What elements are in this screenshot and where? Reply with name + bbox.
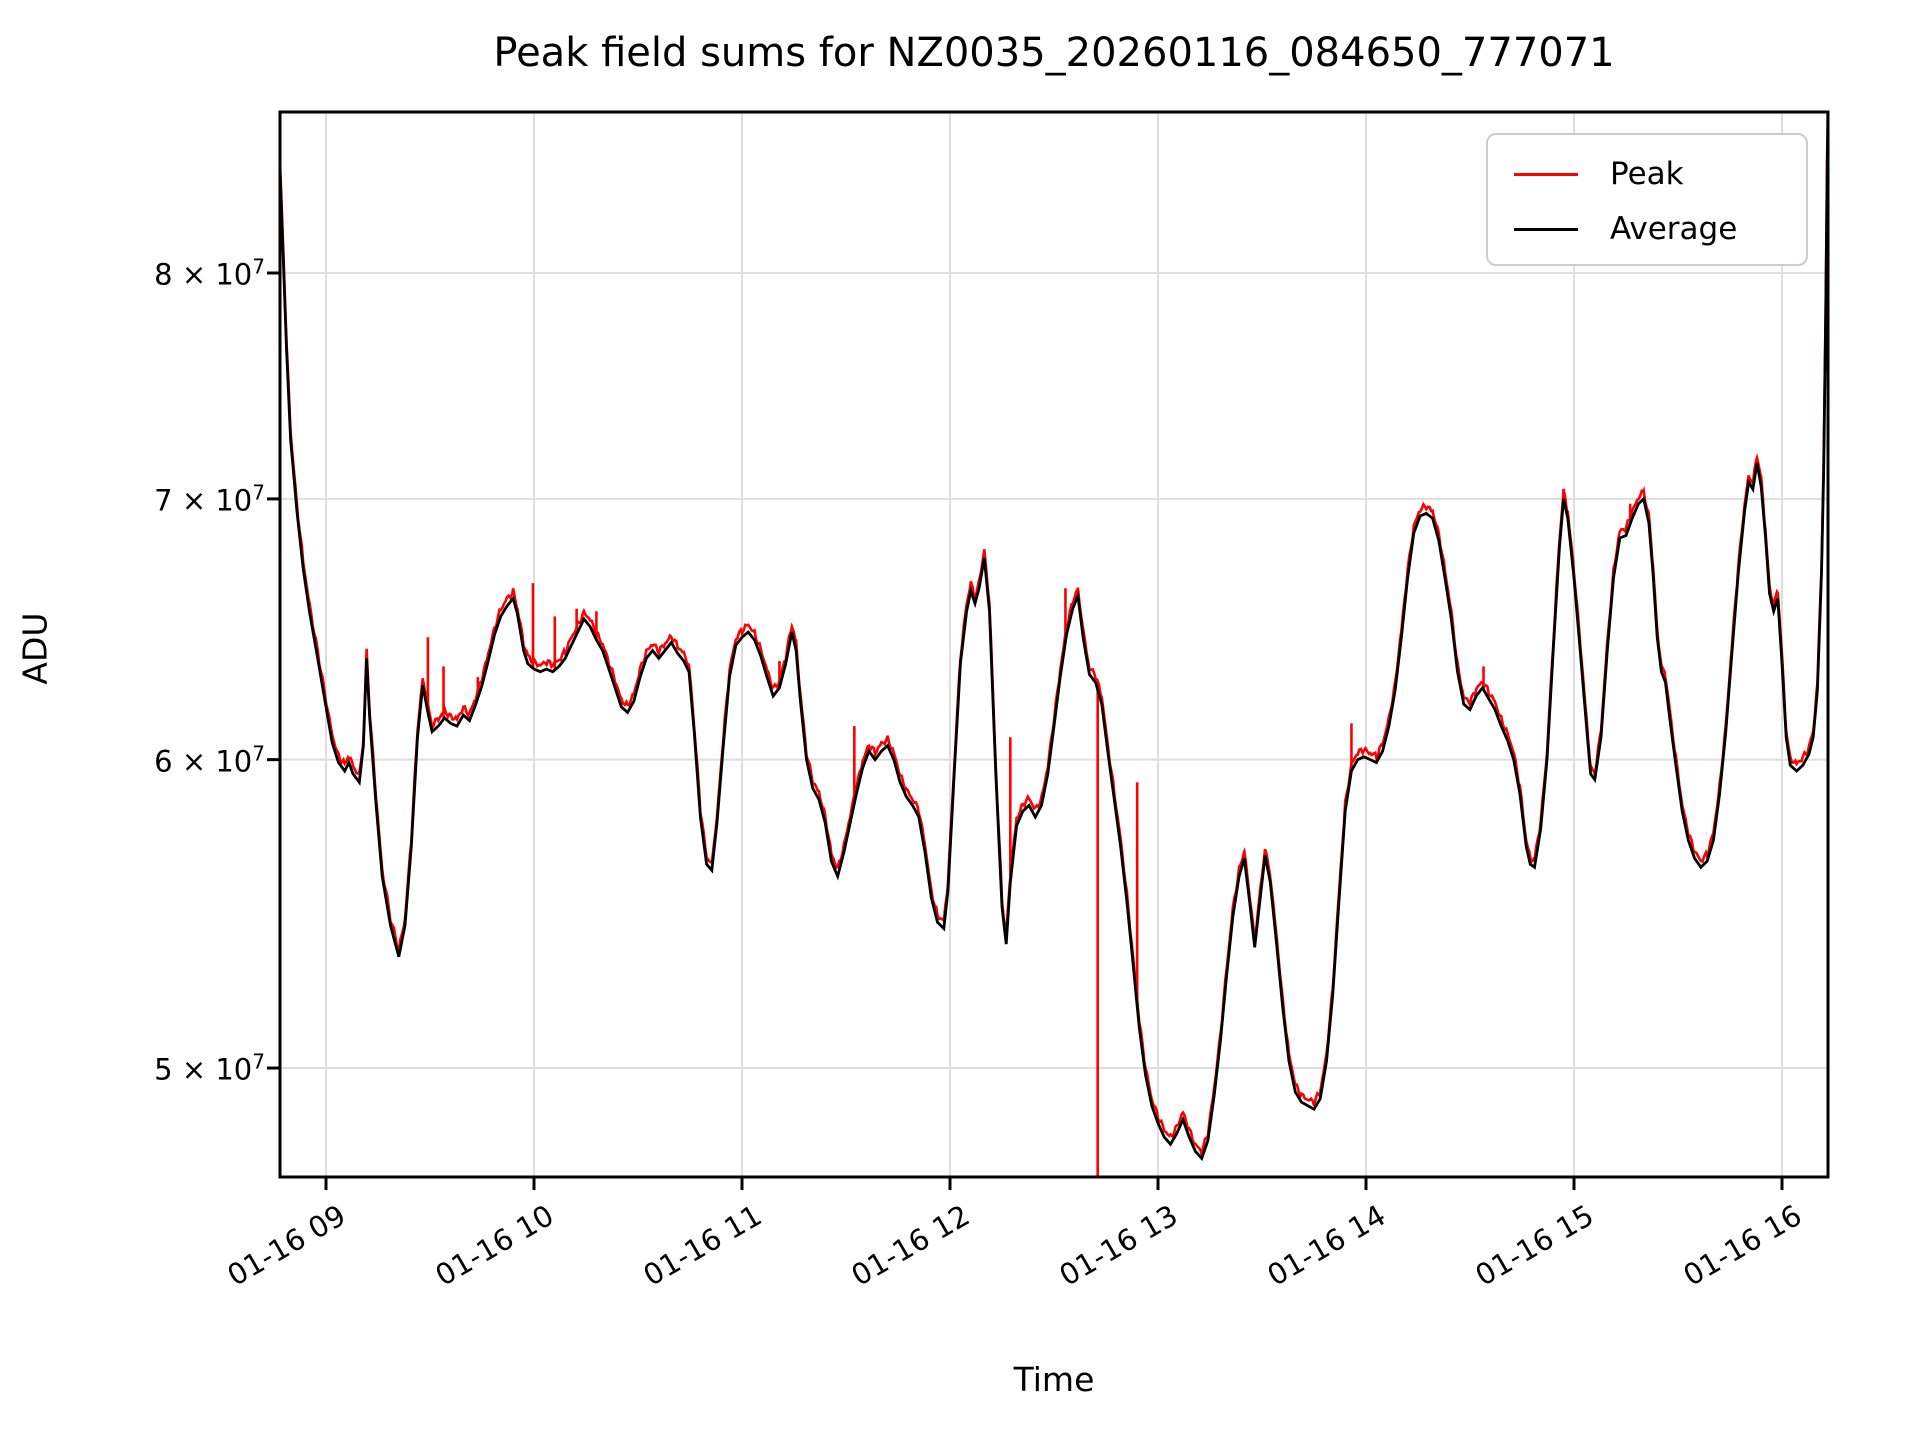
y-tick-label: 7 × 107 bbox=[154, 480, 265, 518]
y-tick-label: 5 × 107 bbox=[154, 1049, 265, 1087]
legend-label-average: Average bbox=[1610, 211, 1738, 247]
legend-label-peak: Peak bbox=[1610, 156, 1684, 192]
y-tick-label: 8 × 107 bbox=[154, 254, 265, 292]
chart-title: Peak field sums for NZ0035_20260116_0846… bbox=[493, 30, 1615, 76]
x-axis-label: Time bbox=[1013, 1360, 1095, 1399]
legend-entry-average: Average bbox=[1488, 201, 1806, 257]
average-line-swatch bbox=[1514, 227, 1578, 231]
y-tick-label: 6 × 107 bbox=[154, 741, 265, 778]
legend: Peak Average bbox=[1486, 133, 1808, 266]
y-axis-label: ADU bbox=[15, 612, 55, 685]
peak-line-swatch bbox=[1514, 172, 1578, 176]
legend-entry-peak: Peak bbox=[1488, 146, 1806, 202]
